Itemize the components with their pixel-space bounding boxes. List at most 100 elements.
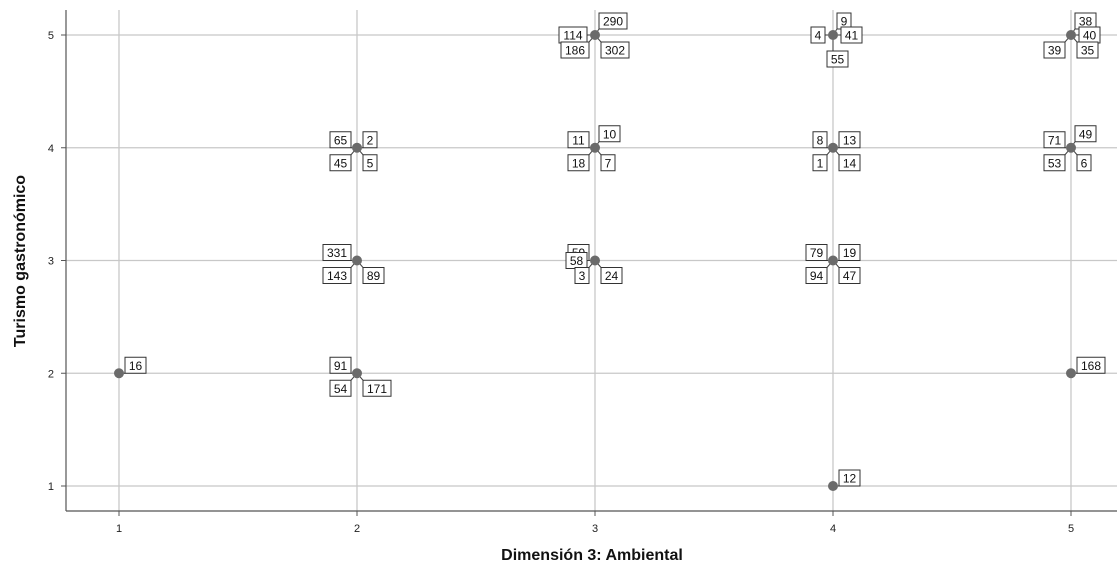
case-label-box [600, 154, 616, 172]
data-points [114, 30, 1076, 491]
case-label: 79 [810, 246, 824, 260]
case-label: 91 [334, 359, 348, 373]
case-label-box [329, 379, 352, 397]
case-label-box [362, 267, 385, 284]
case-label: 47 [843, 269, 857, 283]
case-label: 58 [570, 254, 584, 268]
case-label: 143 [327, 269, 347, 283]
case-label-box [810, 26, 826, 44]
case-label: 94 [810, 269, 824, 283]
case-label: 35 [1081, 44, 1095, 58]
data-point [352, 255, 362, 266]
x-tick-label: 1 [116, 523, 122, 535]
x-tick-label: 5 [1068, 523, 1074, 535]
case-label-box [1043, 41, 1066, 59]
case-label: 55 [831, 53, 845, 67]
case-label-box [329, 154, 352, 172]
case-label: 53 [1048, 156, 1062, 170]
case-label-box [322, 267, 352, 284]
case-label: 24 [605, 269, 619, 283]
x-tick-label: 2 [354, 523, 360, 535]
case-label: 89 [367, 269, 381, 283]
case-label-box [1076, 154, 1092, 172]
data-point [352, 368, 362, 379]
case-label: 40 [1083, 29, 1097, 43]
case-label: 302 [605, 44, 625, 58]
case-label-box [567, 131, 590, 149]
x-tick-label: 4 [830, 523, 836, 535]
case-label: 11 [572, 133, 585, 147]
case-label: 45 [334, 156, 348, 170]
case-label: 16 [129, 359, 143, 373]
case-label-box [598, 12, 628, 30]
case-label: 4 [815, 29, 822, 43]
case-label: 12 [843, 472, 857, 486]
y-tick-label: 1 [48, 481, 54, 493]
case-label: 5 [367, 156, 374, 170]
case-label-box [600, 41, 630, 59]
case-label: 2 [367, 133, 374, 147]
case-label: 13 [843, 133, 857, 147]
data-point [1066, 30, 1076, 40]
case-label-box [362, 154, 378, 172]
case-label-box [598, 125, 621, 143]
case-label: 3 [579, 269, 586, 283]
case-label-box [322, 244, 352, 261]
y-tick-label: 2 [48, 368, 54, 380]
case-label-box [838, 154, 861, 172]
case-labels: 1691541713311438965245559583241110187114… [119, 12, 1106, 487]
data-point [1066, 142, 1076, 153]
y-tick-label: 4 [48, 143, 54, 155]
case-label: 6 [1081, 156, 1088, 170]
case-label: 41 [845, 29, 859, 43]
data-point [114, 368, 124, 379]
y-tick-label: 5 [48, 30, 54, 42]
y-axis-title: Turismo gastronómico [12, 175, 29, 347]
case-label: 9 [841, 15, 848, 29]
case-label: 38 [1079, 15, 1093, 29]
case-label-box [1076, 356, 1106, 374]
case-label-box [329, 356, 352, 374]
case-label: 39 [1048, 44, 1062, 58]
data-point [590, 255, 600, 266]
case-label: 7 [605, 156, 612, 170]
case-label-box [329, 131, 352, 149]
x-axis-title: Dimensión 3: Ambiental [501, 547, 683, 564]
case-label-box [826, 50, 849, 68]
case-label: 8 [817, 133, 824, 147]
case-label: 49 [1079, 127, 1093, 141]
data-point [590, 142, 600, 153]
y-tick-label: 3 [48, 256, 54, 268]
data-point [352, 142, 362, 153]
case-label-box [600, 267, 623, 284]
case-label: 168 [1081, 359, 1101, 373]
case-label-box [574, 267, 590, 284]
case-label-box [1043, 154, 1066, 172]
x-tick-label: 3 [592, 523, 598, 535]
case-label-box [1043, 131, 1066, 149]
case-label-box [362, 131, 378, 149]
case-label: 186 [565, 44, 585, 58]
data-point [1066, 368, 1076, 379]
case-label: 19 [843, 246, 857, 260]
case-label: 14 [843, 156, 857, 170]
case-label-box [805, 244, 828, 261]
case-label: 290 [603, 15, 623, 29]
case-label-box [838, 131, 861, 149]
data-point [828, 255, 838, 266]
case-label: 114 [563, 29, 582, 43]
case-label: 331 [327, 246, 347, 260]
case-label: 1 [817, 156, 824, 170]
case-label-box [840, 26, 863, 44]
case-label: 71 [1048, 133, 1062, 147]
case-label-box [1074, 125, 1097, 143]
case-label-box [1076, 41, 1099, 59]
case-label-box [560, 41, 590, 59]
case-label: 171 [367, 382, 387, 396]
case-label-box [567, 154, 590, 172]
case-label-box [838, 244, 861, 261]
case-label-box [362, 379, 392, 397]
case-label-box [812, 154, 828, 172]
case-label: 54 [334, 382, 348, 396]
